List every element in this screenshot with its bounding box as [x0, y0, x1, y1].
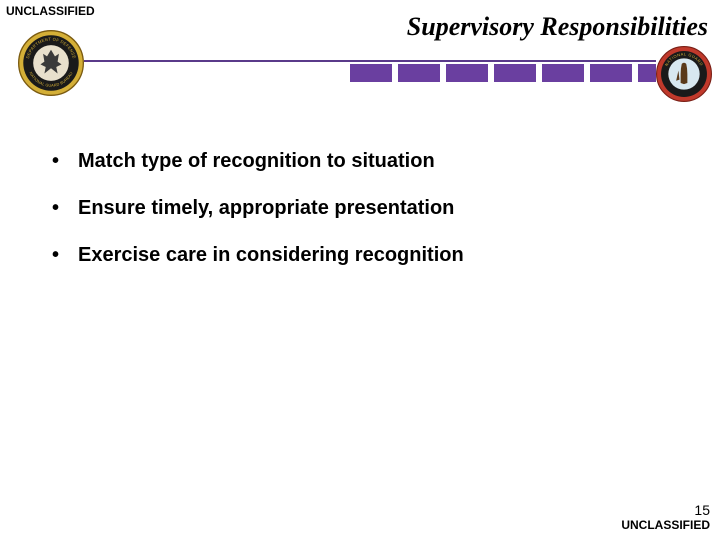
seal-right-ng: NATIONAL GUARD [656, 46, 712, 102]
bullet-item: • Match type of recognition to situation [52, 150, 680, 173]
bullet-list: • Match type of recognition to situation… [52, 150, 680, 291]
slide: UNCLASSIFIED Supervisory Responsibilitie… [0, 0, 720, 540]
bullet-marker: • [52, 197, 78, 220]
bullet-text: Ensure timely, appropriate presentation [78, 197, 454, 220]
accent-block [350, 64, 392, 82]
bullet-item: • Exercise care in considering recogniti… [52, 244, 680, 267]
classification-top: UNCLASSIFIED [6, 4, 95, 18]
accent-bar [84, 60, 656, 82]
accent-block [494, 64, 536, 82]
dod-seal-icon: DEPARTMENT OF DEFENSE NATIONAL GUARD BUR… [18, 30, 84, 96]
bullet-marker: • [52, 244, 78, 267]
accent-block [638, 64, 656, 82]
page-number: 15 [621, 502, 710, 518]
bullet-marker: • [52, 150, 78, 173]
slide-title: Supervisory Responsibilities [407, 12, 708, 42]
bullet-text: Exercise care in considering recognition [78, 244, 464, 267]
accent-block [446, 64, 488, 82]
accent-block [590, 64, 632, 82]
accent-line [84, 60, 656, 62]
accent-block [398, 64, 440, 82]
accent-blocks [84, 64, 656, 82]
accent-block [542, 64, 584, 82]
national-guard-seal-icon: NATIONAL GUARD [656, 46, 712, 102]
classification-bottom: UNCLASSIFIED [621, 518, 710, 532]
seal-left-dod: DEPARTMENT OF DEFENSE NATIONAL GUARD BUR… [18, 30, 84, 96]
footer: 15 UNCLASSIFIED [621, 502, 710, 532]
bullet-item: • Ensure timely, appropriate presentatio… [52, 197, 680, 220]
bullet-text: Match type of recognition to situation [78, 150, 435, 173]
